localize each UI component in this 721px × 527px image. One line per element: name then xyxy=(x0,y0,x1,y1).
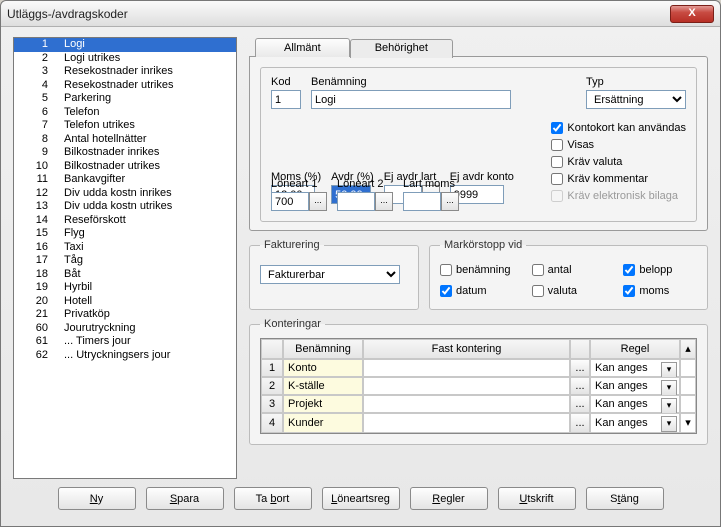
list-item[interactable]: 61... Timers jour xyxy=(14,335,236,349)
chk-m-valuta[interactable]: valuta xyxy=(532,282,606,299)
code-list[interactable]: 1Logi2Logi utrikes3Resekostnader inrikes… xyxy=(13,37,237,479)
list-item[interactable]: 19Hyrbil xyxy=(14,281,236,295)
list-item[interactable]: 5Parkering xyxy=(14,92,236,106)
lookup-fast[interactable]: ... xyxy=(570,359,590,377)
chk-kravkommentar[interactable]: Kräv kommentar xyxy=(551,170,686,187)
label-typ: Typ xyxy=(586,76,686,88)
konteringar-table[interactable]: Benämning Fast kontering Regel ▴ 1Konto.… xyxy=(260,338,697,434)
chk-m-antal[interactable]: antal xyxy=(532,261,606,278)
lookup-lartmoms[interactable]: ... xyxy=(441,192,459,211)
fakturering-legend: Fakturering xyxy=(260,239,324,251)
list-item[interactable]: 15Flyg xyxy=(14,227,236,241)
tabstrip: Allmänt Behörighet xyxy=(255,37,708,56)
fakturering-group: Fakturering Fakturerbar xyxy=(249,239,419,310)
label-loneart1: Löneart 1 xyxy=(271,178,327,190)
konteringar-group: Konteringar Benämning Fast kontering Reg… xyxy=(249,318,708,445)
chk-m-datum[interactable]: datum xyxy=(440,282,514,299)
list-item[interactable]: 10Bilkostnader utrikes xyxy=(14,160,236,174)
btn-spara[interactable]: Spara xyxy=(146,487,224,510)
list-item[interactable]: 17Tåg xyxy=(14,254,236,268)
lookup-fast[interactable]: ... xyxy=(570,395,590,413)
titlebar: Utläggs-/avdragskoder X xyxy=(1,1,720,27)
chk-kravbilaga: Kräv elektronisk bilaga xyxy=(551,187,686,204)
list-item[interactable]: 60Jourutryckning xyxy=(14,322,236,336)
button-bar: Ny Spara Ta bort Löneartsreg Regler Utsk… xyxy=(13,479,708,520)
window: Utläggs-/avdragskoder X 1Logi2Logi utrik… xyxy=(0,0,721,527)
list-item[interactable]: 3Resekostnader inrikes xyxy=(14,65,236,79)
scroll-up[interactable]: ▴ xyxy=(680,339,696,359)
chk-visas[interactable]: Visas xyxy=(551,136,686,153)
client-area: 1Logi2Logi utrikes3Resekostnader inrikes… xyxy=(1,27,720,526)
input-loneart2[interactable] xyxy=(337,192,375,211)
scroll-down[interactable]: ▾ xyxy=(680,413,696,433)
list-item[interactable]: 21Privatköp xyxy=(14,308,236,322)
list-item[interactable]: 2Logi utrikes xyxy=(14,52,236,66)
btn-loneartsreg[interactable]: Löneartsreg xyxy=(322,487,400,510)
select-fakturering[interactable]: Fakturerbar xyxy=(260,265,400,284)
btn-regler[interactable]: Regler xyxy=(410,487,488,510)
chk-kontokort[interactable]: Kontokort kan användas xyxy=(551,119,686,136)
list-item[interactable]: 20Hotell xyxy=(14,295,236,309)
lbl: y xyxy=(98,493,104,505)
input-kod[interactable] xyxy=(271,90,301,109)
label-lartmoms: Lart moms xyxy=(403,178,459,190)
konteringar-legend: Konteringar xyxy=(260,318,325,330)
btn-stang[interactable]: Stäng xyxy=(586,487,664,510)
tab-permissions[interactable]: Behörighet xyxy=(350,39,453,58)
list-item[interactable]: 11Bankavgifter xyxy=(14,173,236,187)
btn-tabort[interactable]: Ta bort xyxy=(234,487,312,510)
list-item[interactable]: 1Logi xyxy=(14,38,236,52)
lookup-loneart1[interactable]: ... xyxy=(309,192,327,211)
input-lartmoms[interactable] xyxy=(403,192,441,211)
lookup-fast[interactable]: ... xyxy=(570,377,590,395)
list-item[interactable]: 13Div udda kostn utrikes xyxy=(14,200,236,214)
btn-utskrift[interactable]: Utskrift xyxy=(498,487,576,510)
table-row[interactable]: 2K-ställe...Kan anges xyxy=(261,377,696,395)
chk-m-benamning[interactable]: benämning xyxy=(440,261,514,278)
list-item[interactable]: 62... Utryckningsers jour xyxy=(14,349,236,363)
table-row[interactable]: 3Projekt...Kan anges xyxy=(261,395,696,413)
tabpage-general: Kod Benämning Typ Ersättning xyxy=(249,56,708,231)
list-item[interactable]: 9Bilkostnader inrikes xyxy=(14,146,236,160)
markorstopp-legend: Markörstopp vid xyxy=(440,239,526,251)
list-item[interactable]: 12Div udda kostn inrikes xyxy=(14,187,236,201)
list-item[interactable]: 16Taxi xyxy=(14,241,236,255)
chk-m-belopp[interactable]: belopp xyxy=(623,261,697,278)
markorstopp-group: Markörstopp vid benämning antal belopp d… xyxy=(429,239,708,310)
window-title: Utläggs-/avdragskoder xyxy=(7,7,670,21)
table-row[interactable]: 4Kunder...Kan anges▾ xyxy=(261,413,696,433)
label-benamning: Benämning xyxy=(311,76,576,88)
chk-kravvaluta[interactable]: Kräv valuta xyxy=(551,153,686,170)
label-loneart2: Löneart 2 xyxy=(337,178,393,190)
close-button[interactable]: X xyxy=(670,5,714,23)
chk-m-moms[interactable]: moms xyxy=(623,282,697,299)
list-item[interactable]: 8Antal hotellnätter xyxy=(14,133,236,147)
input-loneart1[interactable] xyxy=(271,192,309,211)
lookup-fast[interactable]: ... xyxy=(570,413,590,433)
label-ejavdrkonto: Ej avdr konto xyxy=(450,171,514,183)
col-regel: Regel xyxy=(590,339,680,359)
input-benamning[interactable] xyxy=(311,90,511,109)
btn-ny[interactable]: Ny xyxy=(58,487,136,510)
tab-general[interactable]: Allmänt xyxy=(255,38,350,57)
list-item[interactable]: 7Telefon utrikes xyxy=(14,119,236,133)
list-item[interactable]: 6Telefon xyxy=(14,106,236,120)
table-row[interactable]: 1Konto...Kan anges xyxy=(261,359,696,377)
col-fast: Fast kontering xyxy=(363,339,570,359)
list-item[interactable]: 14Reseförskott xyxy=(14,214,236,228)
list-item[interactable]: 4Resekostnader utrikes xyxy=(14,79,236,93)
label-kod: Kod xyxy=(271,76,301,88)
list-item[interactable]: 18Båt xyxy=(14,268,236,282)
select-typ[interactable]: Ersättning xyxy=(586,90,686,109)
lookup-loneart2[interactable]: ... xyxy=(375,192,393,211)
col-benamning: Benämning xyxy=(283,339,363,359)
general-group: Kod Benämning Typ Ersättning xyxy=(260,67,697,222)
